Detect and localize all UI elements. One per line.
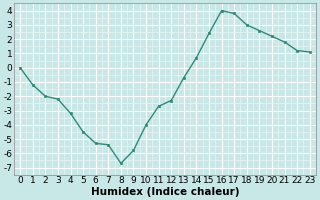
X-axis label: Humidex (Indice chaleur): Humidex (Indice chaleur): [91, 187, 239, 197]
